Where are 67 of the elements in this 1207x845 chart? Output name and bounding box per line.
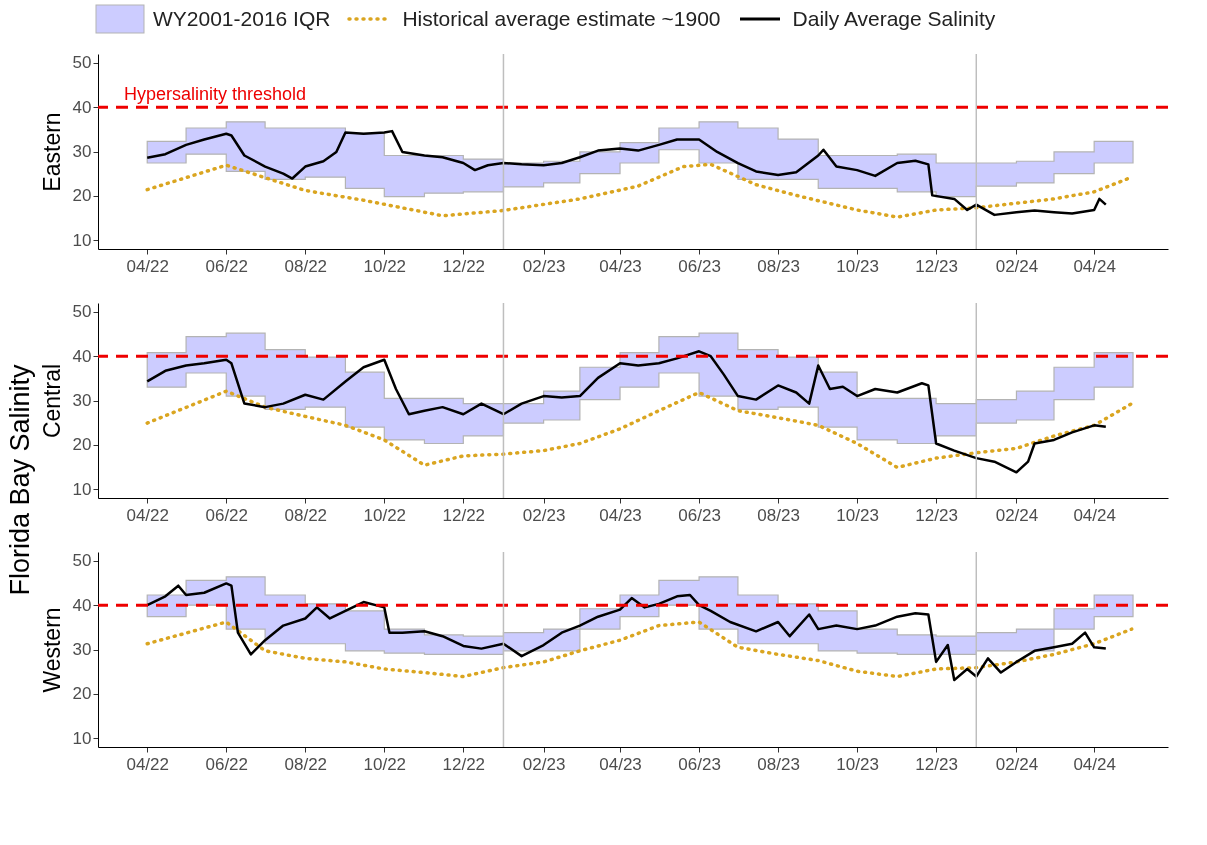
x-tick-label: 04/24	[1073, 754, 1116, 774]
x-tick-label: 02/23	[522, 505, 566, 525]
x-tick-label: 08/23	[757, 256, 800, 276]
legend-label: Daily Average Salinity	[792, 7, 996, 31]
x-tick-label: 10/22	[363, 256, 407, 276]
y-tick-label: 10	[72, 728, 92, 748]
y-tick-label: 30	[72, 142, 92, 161]
x-tick-label: 02/23	[522, 256, 566, 276]
x-tick-label: 12/23	[915, 256, 958, 276]
y-axis-title: Eastern	[38, 112, 65, 192]
x-tick-label: 04/22	[126, 754, 169, 774]
line-series	[145, 389, 1134, 470]
x-tick-label: 12/22	[442, 256, 486, 276]
x-tick-label: 06/22	[205, 256, 249, 276]
x-tick-label: 12/23	[915, 754, 958, 774]
y-tick-label: 40	[72, 595, 92, 615]
x-tick-label: 06/23	[678, 754, 721, 774]
x-tick-label: 08/22	[284, 256, 328, 276]
x-tick-label: 04/22	[126, 256, 169, 276]
x-tick-label: 04/24	[1073, 505, 1116, 525]
x-tick-label: 08/22	[284, 505, 328, 525]
y-tick-label: 30	[72, 640, 92, 659]
x-tick-label: 10/23	[836, 754, 879, 774]
y-tick-label: 30	[72, 391, 92, 410]
x-tick-label: 02/23	[522, 754, 566, 774]
x-tick-label: 12/23	[915, 505, 958, 525]
x-tick-label: 10/22	[363, 754, 407, 774]
x-tick-label: 10/23	[836, 256, 879, 276]
x-tick-label: 08/23	[757, 505, 800, 525]
y-tick-label: 10	[72, 230, 92, 250]
legend-label: WY2001-2016 IQR	[153, 7, 331, 31]
x-tick-label: 06/23	[678, 505, 721, 525]
ref-line-label: Hypersalinity threshold	[124, 84, 307, 105]
line-series	[145, 582, 1108, 682]
line-series	[145, 129, 1108, 217]
x-tick-label: 06/22	[205, 505, 249, 525]
x-tick-label: 08/22	[284, 754, 328, 774]
y-tick-label: 50	[72, 53, 92, 73]
legend-label: Historical average estimate ~1900	[402, 7, 721, 31]
x-tick-label: 04/23	[599, 505, 642, 525]
line-series	[145, 620, 1134, 679]
y-tick-label: 20	[72, 186, 92, 206]
y-tick-label: 40	[72, 346, 92, 366]
y-axis-title: Western	[38, 607, 65, 693]
x-tick-label: 02/24	[995, 256, 1039, 276]
line-series	[145, 350, 1108, 474]
y-tick-label: 20	[72, 684, 92, 704]
x-tick-label: 10/22	[363, 505, 407, 525]
x-tick-label: 06/23	[678, 256, 721, 276]
x-tick-label: 04/22	[126, 505, 169, 525]
x-tick-label: 02/24	[995, 754, 1039, 774]
x-tick-label: 12/22	[442, 754, 486, 774]
x-tick-label: 02/24	[995, 505, 1039, 525]
y-tick-label: 20	[72, 435, 92, 455]
y-axis-title: Central	[38, 363, 65, 439]
x-tick-label: 12/22	[442, 505, 486, 525]
y-tick-label: 50	[72, 302, 92, 322]
x-tick-label: 04/23	[599, 256, 642, 276]
x-tick-label: 10/23	[836, 505, 879, 525]
text: Florida Bay Salinity	[4, 364, 36, 596]
y-tick-label: 40	[72, 97, 92, 117]
x-tick-label: 06/22	[205, 754, 249, 774]
x-tick-label: 08/23	[757, 754, 800, 774]
y-tick-label: 50	[72, 551, 92, 571]
x-tick-label: 04/23	[599, 754, 642, 774]
x-tick-label: 04/24	[1073, 256, 1116, 276]
y-tick-label: 10	[72, 479, 92, 499]
